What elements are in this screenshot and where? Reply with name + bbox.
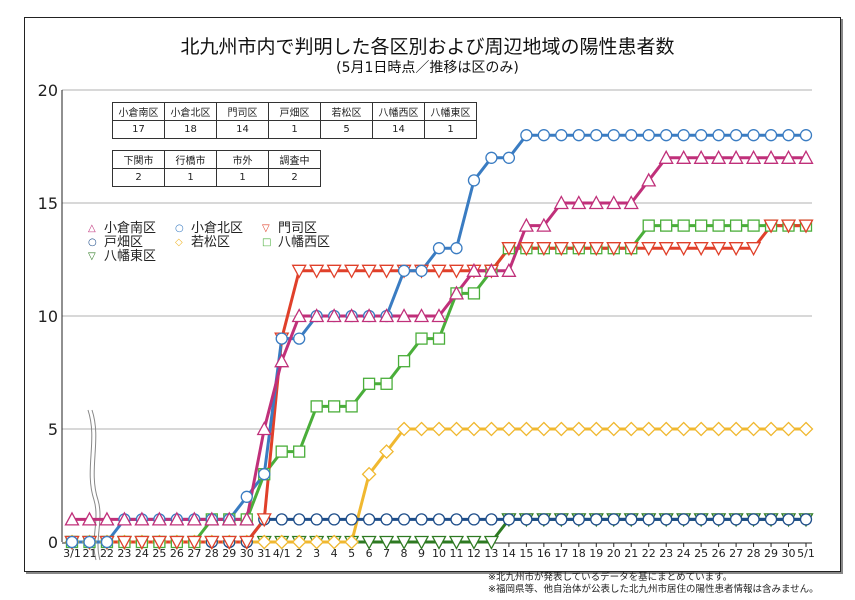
legend-item: △ 小倉南区 <box>88 221 157 236</box>
svg-text:21: 21 <box>624 547 638 560</box>
table-header: 八幡東区 <box>424 102 477 121</box>
svg-text:2: 2 <box>296 547 303 560</box>
nearby-count-table: 下関市 行橋市 市外 調査中 2 1 1 2 <box>112 150 321 187</box>
footnote: ※北九州市が発表しているデータを基にまとめています。 <box>488 572 733 583</box>
legend-item: ▽ 門司区 <box>262 221 318 236</box>
table-cell: 1 <box>424 120 477 139</box>
svg-text:31: 31 <box>257 547 271 560</box>
svg-text:23: 23 <box>659 547 673 560</box>
svg-text:22: 22 <box>100 547 114 560</box>
svg-text:24: 24 <box>677 547 691 560</box>
table-header: 小倉北区 <box>164 102 217 121</box>
svg-text:13: 13 <box>484 547 498 560</box>
table-cell: 2 <box>268 168 321 187</box>
svg-text:25: 25 <box>152 547 166 560</box>
footnote: ※福岡県等、他自治体が公表した北九州市居住の陽性患者情報は含みません。 <box>488 584 819 595</box>
table-header: 八幡西区 <box>372 102 425 121</box>
chart-legend: △ 小倉南区 ○ 小倉北区 ▽ 門司区 ○ 戸畑区 ◇ 若松区 □ 八幡西区 ▽ 八幡東区 <box>88 222 349 264</box>
svg-text:3: 3 <box>313 547 320 560</box>
svg-text:0: 0 <box>48 533 58 552</box>
svg-text:7: 7 <box>383 547 390 560</box>
svg-text:10: 10 <box>432 547 446 560</box>
svg-text:26: 26 <box>170 547 184 560</box>
table-cell: 17 <box>112 120 165 139</box>
table-cell: 5 <box>320 120 373 139</box>
legend-item: ○ 小倉北区 <box>175 221 244 236</box>
svg-text:17: 17 <box>554 547 568 560</box>
svg-text:10: 10 <box>38 307 58 326</box>
svg-text:29: 29 <box>764 547 778 560</box>
svg-text:8: 8 <box>401 547 408 560</box>
ward-count-table: 小倉南区 小倉北区 門司区 戸畑区 若松区 八幡西区 八幡東区 17 18 14… <box>112 102 477 139</box>
table-header: 市外 <box>216 150 269 169</box>
circle-icon: ○ <box>175 223 184 234</box>
table-header: 下関市 <box>112 150 165 169</box>
svg-text:4: 4 <box>331 547 338 560</box>
svg-text:20: 20 <box>607 547 621 560</box>
svg-text:27: 27 <box>187 547 201 560</box>
svg-text:22: 22 <box>642 547 656 560</box>
svg-text:27: 27 <box>729 547 743 560</box>
table-cell: 2 <box>112 168 165 187</box>
chart-title: 北九州市内で判明した各区別および周辺地域の陽性患者数 <box>180 36 675 58</box>
svg-text:29: 29 <box>222 547 236 560</box>
svg-text:21: 21 <box>82 547 96 560</box>
legend-item: ◇ 若松区 <box>175 235 231 250</box>
triangle-down-icon: ▽ <box>262 223 270 234</box>
svg-text:16: 16 <box>537 547 551 560</box>
table-cell: 18 <box>164 120 217 139</box>
chart-subtitle: (5月1日時点／推移は区のみ) <box>336 60 519 76</box>
svg-text:24: 24 <box>135 547 149 560</box>
table-header: 若松区 <box>320 102 373 121</box>
svg-text:3/1: 3/1 <box>63 547 81 560</box>
table-header: 小倉南区 <box>112 102 165 121</box>
table-cell: 1 <box>268 120 321 139</box>
svg-text:25: 25 <box>694 547 708 560</box>
svg-text:30: 30 <box>240 547 254 560</box>
circle-icon: ○ <box>88 237 97 248</box>
svg-text:15: 15 <box>519 547 533 560</box>
svg-text:15: 15 <box>38 194 58 213</box>
footnotes: ※北九州市が発表しているデータを基にまとめています。 ※福岡県等、他自治体が公表… <box>488 572 819 596</box>
svg-text:5/1: 5/1 <box>797 547 815 560</box>
triangle-down-icon: ▽ <box>88 251 96 262</box>
svg-text:9: 9 <box>418 547 425 560</box>
table-header: 門司区 <box>216 102 269 121</box>
svg-text:30: 30 <box>782 547 796 560</box>
svg-text:12: 12 <box>467 547 481 560</box>
svg-text:14: 14 <box>502 547 516 560</box>
svg-text:20: 20 <box>38 81 58 100</box>
svg-text:6: 6 <box>366 547 373 560</box>
legend-item: □ 八幡西区 <box>262 235 331 250</box>
table-cell: 14 <box>372 120 425 139</box>
svg-text:23: 23 <box>117 547 131 560</box>
table-header: 戸畑区 <box>268 102 321 121</box>
svg-text:18: 18 <box>572 547 586 560</box>
svg-text:5: 5 <box>48 420 58 439</box>
table-cell: 1 <box>164 168 217 187</box>
table-header: 調査中 <box>268 150 321 169</box>
table-cell: 1 <box>216 168 269 187</box>
svg-text:28: 28 <box>747 547 761 560</box>
svg-text:5: 5 <box>348 547 355 560</box>
svg-text:19: 19 <box>589 547 603 560</box>
svg-text:26: 26 <box>712 547 726 560</box>
diamond-icon: ◇ <box>175 237 183 248</box>
svg-text:28: 28 <box>205 547 219 560</box>
triangle-up-icon: △ <box>88 223 96 234</box>
svg-text:4/1: 4/1 <box>273 547 291 560</box>
legend-item: ○ 戸畑区 <box>88 235 144 250</box>
legend-item: ▽ 八幡東区 <box>88 249 157 264</box>
table-header: 行橋市 <box>164 150 217 169</box>
square-icon: □ <box>262 237 272 248</box>
svg-text:11: 11 <box>449 547 463 560</box>
table-cell: 14 <box>216 120 269 139</box>
